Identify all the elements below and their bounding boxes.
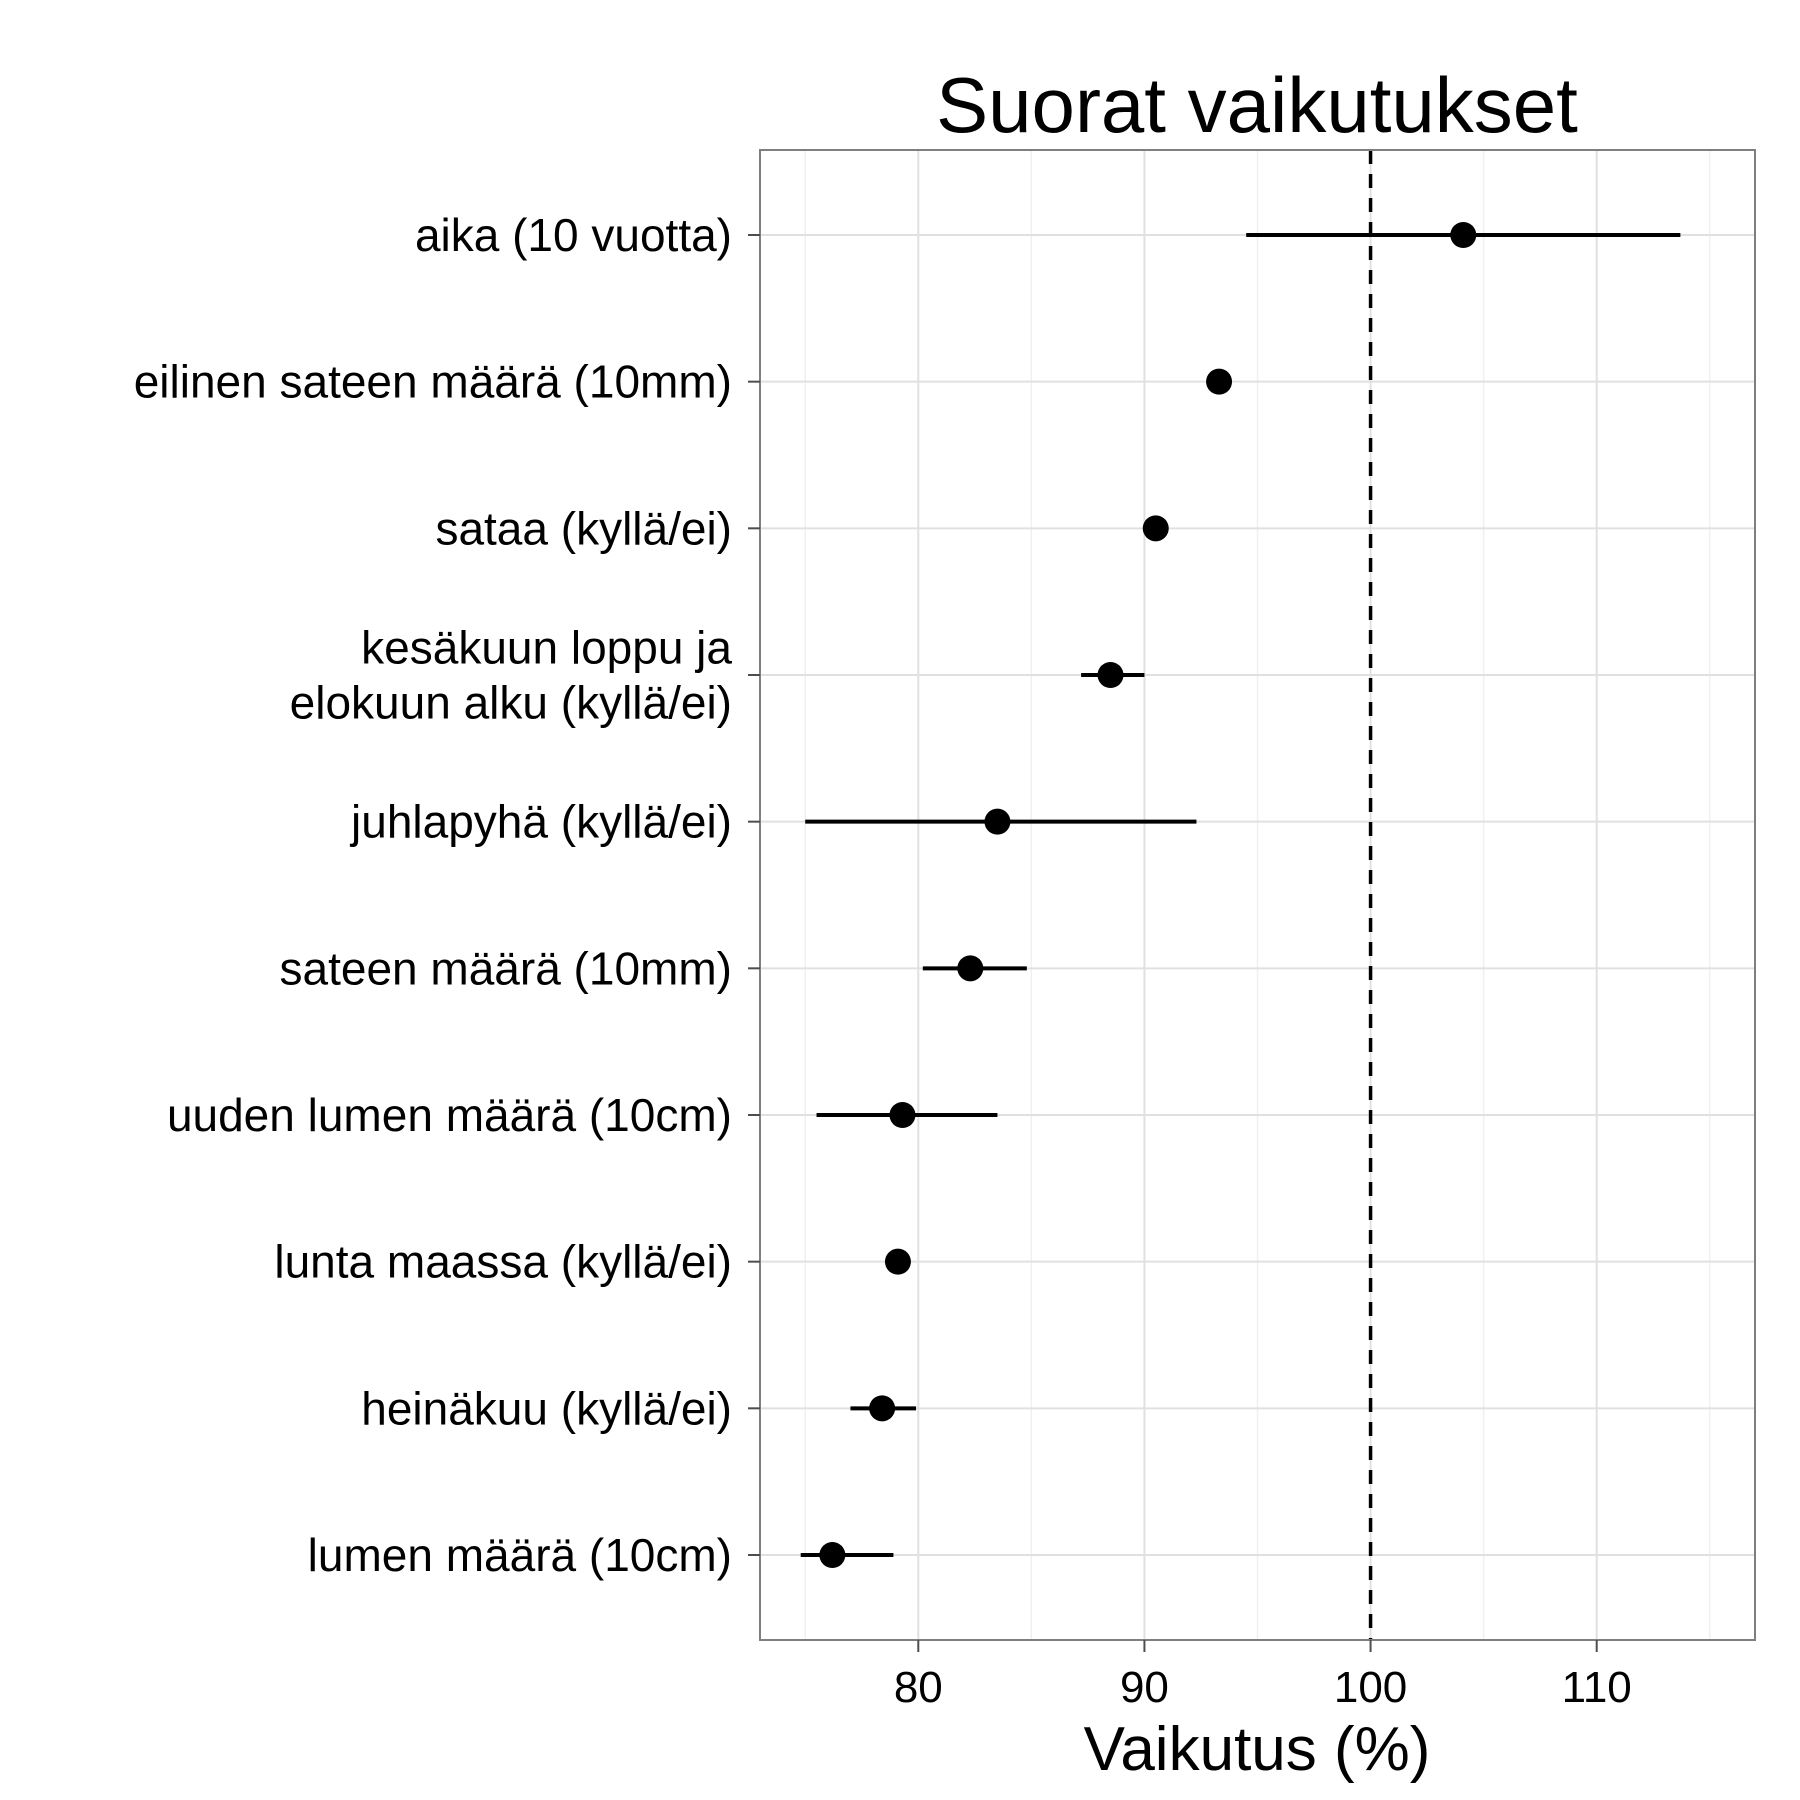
y-tick-label: sateen määrä (10mm) bbox=[280, 942, 733, 994]
point bbox=[984, 808, 1011, 835]
point bbox=[819, 1542, 846, 1568]
point bbox=[957, 955, 984, 982]
y-tick-label: elokuun alku (kyllä/ei) bbox=[290, 677, 732, 729]
point bbox=[884, 1248, 911, 1275]
y-tick-label: kesäkuun loppu ja bbox=[361, 622, 732, 674]
point bbox=[869, 1395, 896, 1422]
marks bbox=[800, 222, 1681, 1568]
y-tick-label: eilinen sateen määrä (10mm) bbox=[134, 356, 732, 408]
y-tick-label: sataa (kyllä/ei) bbox=[435, 502, 732, 554]
point bbox=[1206, 368, 1233, 395]
point bbox=[1450, 222, 1477, 248]
point bbox=[1097, 662, 1124, 688]
plot-border bbox=[759, 149, 1756, 1641]
y-tick-label: juhlapyhä (kyllä/ei) bbox=[349, 796, 732, 848]
y-tick-label: uuden lumen määrä (10cm) bbox=[167, 1089, 732, 1141]
chart-title: Suorat vaikutukset bbox=[936, 61, 1578, 149]
x-axis-label: Vaikutus (%) bbox=[1084, 1715, 1431, 1784]
y-tick-label: lumen määrä (10cm) bbox=[308, 1529, 732, 1581]
point bbox=[1142, 515, 1169, 542]
x-tick-label: 90 bbox=[1120, 1663, 1169, 1712]
x-tick-label: 80 bbox=[894, 1663, 943, 1712]
x-tick-label: 100 bbox=[1334, 1663, 1407, 1712]
y-tick-label: heinäkuu (kyllä/ei) bbox=[361, 1382, 732, 1434]
axes: 80 90 100 110 aika (10 vuotta) eilinen sateen… bbox=[134, 209, 1632, 1712]
y-tick-label: lunta maassa (kyllä/ei) bbox=[274, 1236, 732, 1288]
point bbox=[889, 1102, 916, 1128]
y-tick-label: aika (10 vuotta) bbox=[415, 209, 732, 261]
x-tick-label: 110 bbox=[1562, 1663, 1632, 1712]
